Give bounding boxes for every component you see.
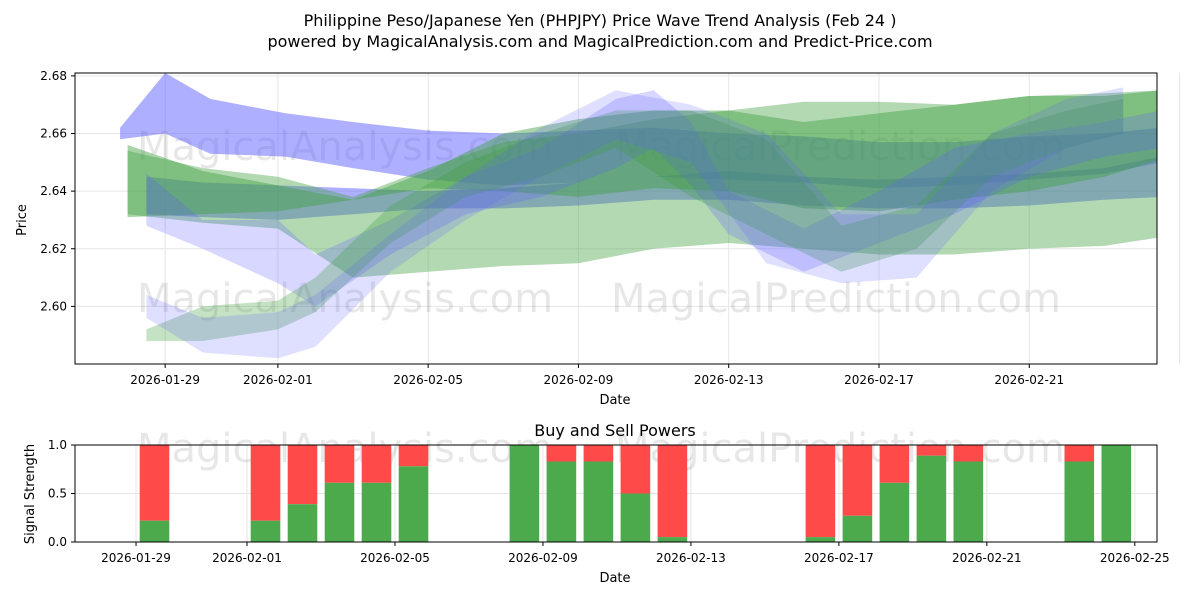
- buy-bar: [879, 482, 910, 542]
- sell-bar: [953, 445, 984, 462]
- buy-bar: [953, 461, 984, 542]
- buy-bar: [250, 520, 281, 542]
- sell-bar: [583, 445, 614, 462]
- power-x-tick-label: 2026-02-21: [952, 551, 1022, 565]
- price-y-tick-label: 2.62: [40, 242, 67, 256]
- sell-bar: [139, 445, 170, 521]
- buy-bar: [1064, 461, 1095, 542]
- power-y-tick-label: 0.5: [48, 487, 67, 501]
- sell-bar: [620, 445, 651, 494]
- power-y-tick-label: 1.0: [48, 438, 67, 452]
- buy-bar: [546, 461, 577, 542]
- price-x-axis-label: Date: [599, 393, 630, 408]
- power-x-tick-label: 2026-02-13: [656, 551, 726, 565]
- buy-bar: [916, 455, 947, 542]
- price-y-tick-label: 2.66: [40, 127, 67, 141]
- power-x-tick-label: 2026-02-09: [508, 551, 578, 565]
- power-chart-title: Buy and Sell Powers: [534, 421, 696, 440]
- sell-bar: [398, 445, 429, 467]
- price-y-tick-label: 2.64: [40, 184, 67, 198]
- sell-bar: [1064, 445, 1095, 462]
- price-x-tick-label: 2026-02-01: [243, 373, 313, 387]
- sell-bar: [361, 445, 392, 483]
- sell-bar: [546, 445, 577, 462]
- price-y-tick-label: 2.68: [40, 69, 67, 83]
- power-x-tick-label: 2026-02-25: [1100, 551, 1170, 565]
- buy-bar: [1101, 445, 1132, 542]
- power-x-tick-label: 2026-02-05: [360, 551, 430, 565]
- price-x-tick-label: 2026-01-29: [130, 373, 200, 387]
- sell-bar: [916, 445, 947, 456]
- sell-bar: [842, 445, 873, 516]
- power-chart-panel: MagicalAnalysis.comMagicalPrediction.com…: [48, 426, 1170, 565]
- buy-bar: [805, 537, 836, 542]
- buy-bar: [361, 482, 392, 542]
- price-x-tick-label: 2026-02-17: [844, 373, 914, 387]
- power-x-tick-label: 2026-02-01: [212, 551, 282, 565]
- price-band-6: [146, 98, 1124, 342]
- sell-bar: [324, 445, 355, 483]
- price-band-3: [127, 90, 1157, 218]
- price-chart-panel: MagicalAnalysis.com MagicalPrediction.com…: [40, 69, 1181, 387]
- buy-bar: [620, 493, 651, 542]
- chart-title-line1: Philippine Peso/Japanese Yen (PHPJPY) Pr…: [304, 11, 897, 30]
- power-x-tick-label: 2026-02-17: [804, 551, 874, 565]
- chart-title-line2: powered by MagicalAnalysis.com and Magic…: [267, 32, 932, 51]
- buy-bar: [657, 537, 688, 542]
- price-x-tick-label: 2026-02-13: [694, 373, 764, 387]
- buy-bar: [139, 520, 170, 542]
- watermark: MagicalPrediction.com: [611, 276, 1061, 322]
- price-x-tick-label: 2026-02-09: [544, 373, 614, 387]
- sell-bar: [805, 445, 836, 538]
- sell-bar: [287, 445, 318, 505]
- price-band-1: [120, 73, 1157, 189]
- price-band-2: [146, 157, 1157, 220]
- price-bands: [120, 73, 1157, 359]
- power-x-axis-label: Date: [599, 571, 630, 586]
- buy-bar: [842, 515, 873, 542]
- price-x-tick-label: 2026-02-21: [994, 373, 1064, 387]
- sell-bar: [250, 445, 281, 521]
- price-y-axis-label: Price: [15, 204, 30, 236]
- price-x-tick-label: 2026-02-05: [393, 373, 463, 387]
- watermark: MagicalPrediction.com: [615, 426, 1065, 472]
- watermark: MagicalAnalysis.com: [137, 276, 553, 322]
- power-x-tick-label: 2026-01-29: [101, 551, 171, 565]
- buy-bar: [324, 482, 355, 542]
- buy-bar: [509, 445, 540, 542]
- power-y-axis-label: Signal Strength: [23, 444, 38, 544]
- price-band-4: [127, 90, 1157, 278]
- buy-bar: [398, 466, 429, 542]
- price-y-tick-label: 2.60: [40, 299, 67, 313]
- price-band-5: [146, 90, 1157, 307]
- buy-bar: [583, 461, 614, 542]
- price-band-7: [146, 87, 1124, 359]
- power-y-tick-label: 0.0: [48, 535, 67, 549]
- sell-bar: [879, 445, 910, 483]
- price-plot-frame: [74, 72, 1158, 365]
- sell-bar: [657, 445, 688, 538]
- buy-bar: [287, 504, 318, 542]
